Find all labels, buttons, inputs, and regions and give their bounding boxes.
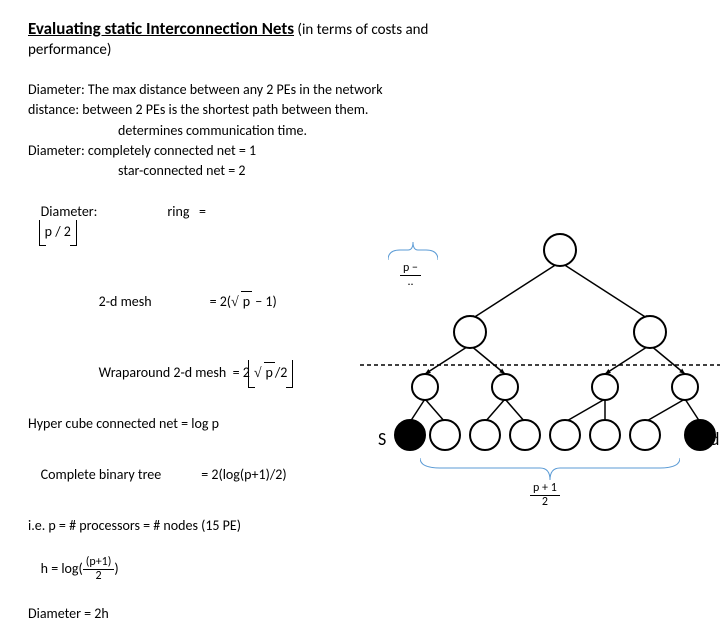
floor-ring: p / 2: [41, 222, 75, 242]
line-distance-def: distance: between 2 PEs is the shortest …: [28, 100, 383, 120]
mesh-tail: − 1): [252, 293, 277, 310]
h-frac: (p+1)2: [83, 556, 115, 583]
line-hypercube: Hyper cube connected net = log p: [28, 414, 383, 434]
bt-label: Complete binary tree: [41, 466, 162, 483]
line-ring: Diameter: ring = p / 2: [28, 181, 383, 262]
wrap-label: Wraparound 2-d mesh: [99, 364, 227, 381]
h-num: (p+1): [83, 556, 115, 570]
line-wraparound: Wraparound 2-d mesh = 2√p/2: [28, 342, 383, 405]
mesh-eq: = 2(: [210, 293, 231, 310]
ring-eq: ring =: [167, 203, 206, 220]
title-perf: performance): [28, 41, 700, 59]
line-h: h = log((p+1)2): [28, 536, 383, 604]
bot-num: p + 1: [530, 482, 560, 496]
h-label: h = log(: [41, 560, 83, 577]
wrap-tail: /2: [275, 364, 288, 381]
ring-val: p / 2: [45, 223, 71, 240]
body-text: Diameter: The max distance between any 2…: [28, 80, 383, 624]
line-ie: i.e. p = # processors = # nodes (15 PE): [28, 516, 383, 536]
mesh-p: p: [241, 291, 252, 312]
brace-bottom-label: p + 12: [530, 482, 560, 509]
line-2d-mesh: 2-d mesh = 2(√p − 1): [28, 271, 383, 334]
top-den: ..: [404, 276, 416, 289]
bt-eq: = 2(log(p+1)/2): [201, 466, 286, 483]
title-sub: (in terms of costs and: [294, 21, 428, 39]
sqrt-sym: √: [231, 295, 239, 310]
brace-top-label: p −..: [400, 262, 421, 289]
title-main: Evaluating static Interconnection Nets: [28, 18, 294, 39]
line-determines: determines communication time.: [28, 121, 383, 141]
bot-den: 2: [539, 496, 551, 509]
line-star-net: star-connected net = 2: [28, 161, 383, 181]
s-label: S: [378, 428, 386, 450]
ring-label: Diameter:: [41, 203, 98, 220]
curly-brace-bottom: [420, 458, 680, 480]
line-binary-tree: Complete binary tree = 2(log(p+1)/2): [28, 445, 383, 506]
h-close: ): [114, 560, 118, 577]
top-num: p −: [400, 262, 421, 276]
d-label: d: [710, 428, 719, 450]
floor-wrap-mesh: √p/2: [250, 362, 292, 384]
h-den: 2: [93, 570, 105, 583]
curly-brace-top: [388, 242, 438, 260]
wrap-p: p: [264, 362, 275, 383]
line-diameter-2h: Diameter = 2h: [28, 604, 383, 624]
line-diameter-def: Diameter: The max distance between any 2…: [28, 80, 383, 100]
mesh-label: 2-d mesh: [99, 293, 152, 310]
line-complete-net: Diameter: completely connected net = 1: [28, 141, 383, 161]
sqrt-sym2: √: [254, 366, 262, 381]
